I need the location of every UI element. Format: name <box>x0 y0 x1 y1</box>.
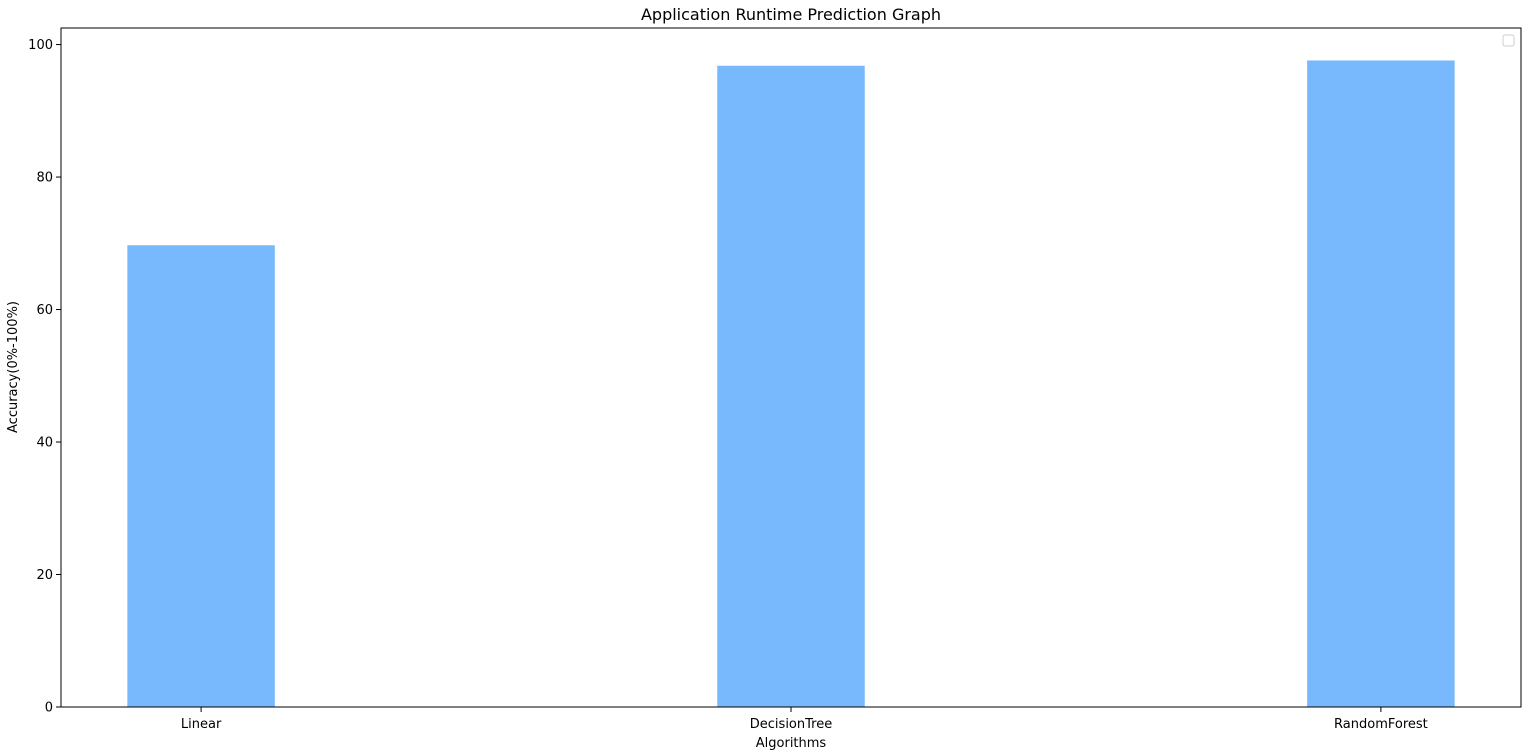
y-tick-label: 80 <box>36 171 53 186</box>
chart-title: Application Runtime Prediction Graph <box>641 5 941 24</box>
x-axis-title: Algorithms <box>756 736 827 751</box>
legend-box <box>1502 34 1515 47</box>
x-tick-label: DecisionTree <box>750 717 832 732</box>
y-tick-label: 40 <box>36 436 53 451</box>
y-tick-label: 0 <box>45 701 53 716</box>
x-tick-label: RandomForest <box>1334 717 1428 732</box>
y-axis-title: Accuracy(0%-100%) <box>6 301 21 433</box>
y-axis: 0 20 40 60 80 100 <box>28 38 61 716</box>
bars-layer <box>127 60 1455 707</box>
x-axis: Linear DecisionTree RandomForest <box>181 707 1428 732</box>
y-tick-label: 100 <box>28 38 53 53</box>
y-tick-label: 60 <box>36 303 53 318</box>
x-tick-label: Linear <box>181 717 222 732</box>
bar-randomforest <box>1307 60 1455 707</box>
y-tick-label: 20 <box>36 568 53 583</box>
bar-decisiontree <box>717 65 865 707</box>
bar-linear <box>127 245 275 707</box>
